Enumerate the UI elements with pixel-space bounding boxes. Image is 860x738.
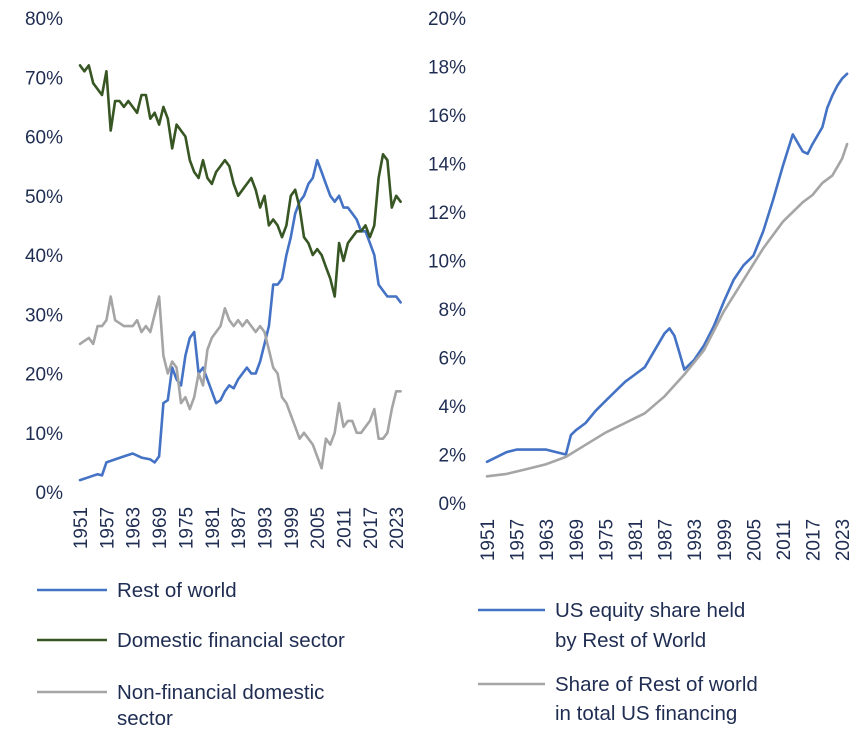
x-tick-label: 2023: [833, 519, 854, 561]
x-tick-label: 1957: [97, 507, 118, 549]
y-tick-label: 50%: [25, 187, 63, 208]
legend-label: US equity share held: [555, 599, 745, 622]
x-tick-label: 2011: [774, 520, 795, 561]
legend-label: Rest of world: [117, 579, 237, 602]
y-tick-label: 0%: [439, 494, 467, 515]
y-tick-label: 30%: [25, 305, 63, 326]
x-tick-label: 1999: [715, 519, 736, 561]
x-tick-label: 1993: [685, 519, 706, 561]
x-tick-label: 1969: [567, 519, 588, 561]
series-line-3: [78, 295, 402, 470]
right-chart: 0% 2% 4% 6% 8% 10% 12% 14% 16% 18% 20% 1951 1957 1963…: [428, 9, 854, 725]
y-tick-label: 20%: [25, 365, 63, 386]
y-tick-label: 18%: [428, 58, 466, 79]
y-tick-label: 70%: [25, 68, 63, 89]
x-tick-label: 2011: [335, 508, 356, 549]
y-tick-label: 2%: [439, 446, 467, 467]
y-tick-label: 12%: [428, 203, 466, 224]
left-chart: 0%10%20%30%40%50%60%70%80%1951 1957 1963 19…: [25, 9, 408, 730]
y-tick-label: 40%: [25, 246, 63, 267]
x-tick-label: 1981: [626, 519, 647, 561]
y-tick-label: 14%: [428, 155, 466, 176]
y-tick-label: 80%: [25, 9, 63, 30]
x-tick-label: 1975: [596, 519, 617, 561]
legend-label: Share of Rest of world: [555, 673, 758, 696]
y-tick-label: 6%: [439, 349, 467, 370]
x-tick-label: 1963: [124, 507, 145, 549]
y-tick-label: 4%: [439, 397, 467, 418]
x-tick-label: 1999: [282, 507, 303, 549]
legend-label: Domestic financial sector: [117, 629, 345, 652]
y-tick-label: 10%: [25, 424, 63, 445]
y-tick-label: 16%: [428, 106, 466, 127]
legend-label: in total US financing: [555, 702, 737, 725]
y-tick-label: 60%: [25, 128, 63, 149]
x-tick-label: 1951: [71, 507, 92, 549]
series-line-2: [485, 142, 849, 478]
x-tick-label: 1981: [203, 507, 224, 549]
x-tick-label: 2017: [361, 507, 382, 549]
x-tick-label: 1975: [176, 507, 197, 549]
legend-label: by Rest of World: [555, 629, 706, 652]
y-tick-label: 10%: [428, 252, 466, 273]
y-tick-label: 20%: [428, 9, 466, 30]
series-line-1: [78, 158, 402, 482]
series-line-1: [485, 72, 849, 464]
x-tick-label: 1987: [229, 507, 250, 549]
x-tick-label: 1969: [150, 507, 171, 549]
x-tick-label: 2005: [744, 519, 765, 561]
legend-label: sector: [117, 707, 173, 730]
x-tick-label: 1987: [656, 519, 677, 561]
series-line-2: [78, 64, 402, 298]
x-tick-label: 1963: [537, 519, 558, 561]
x-tick-label: 1951: [478, 519, 499, 561]
x-tick-label: 2023: [387, 507, 408, 549]
legend-label: Non-financial domestic: [117, 681, 324, 704]
y-tick-label: 8%: [439, 300, 467, 321]
x-tick-label: 1957: [508, 519, 529, 561]
x-tick-label: 2005: [308, 507, 329, 549]
x-tick-label: 2017: [804, 519, 825, 561]
y-tick-label: 0%: [36, 483, 64, 504]
x-tick-label: 1993: [255, 507, 276, 549]
